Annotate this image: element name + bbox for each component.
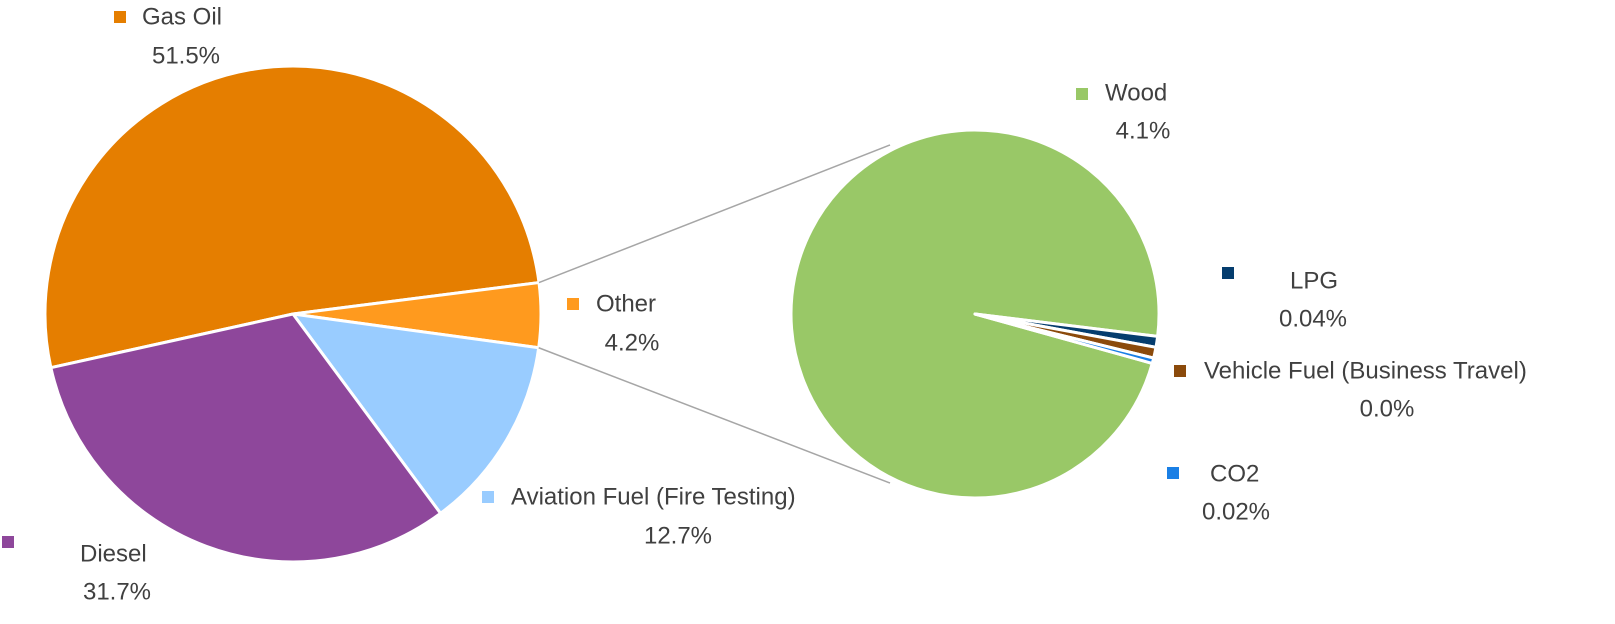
connector-line — [538, 144, 891, 284]
legend-marker — [1167, 467, 1179, 479]
pie-slice — [49, 312, 443, 564]
legend-marker — [1076, 88, 1088, 100]
legend-marker — [1174, 365, 1186, 377]
legend-marker — [114, 11, 126, 23]
category-label: Diesel — [80, 540, 147, 567]
legend-marker — [1222, 267, 1234, 279]
value-label: 12.7% — [644, 522, 712, 549]
legend-marker — [567, 298, 579, 310]
pie-slice — [973, 312, 1156, 365]
connector-line — [538, 347, 891, 484]
value-label: 31.7% — [83, 578, 151, 605]
legend-marker — [2, 536, 14, 548]
value-label: 4.1% — [1116, 117, 1171, 144]
category-label: Other — [596, 290, 656, 317]
value-label: 0.0% — [1360, 395, 1415, 422]
value-label: 51.5% — [152, 42, 220, 69]
pie-slice — [43, 64, 541, 370]
category-label: Aviation Fuel (Fire Testing) — [511, 483, 796, 510]
category-label: Vehicle Fuel (Business Travel) — [1204, 357, 1527, 384]
category-label: CO2 — [1210, 460, 1259, 487]
value-label: 4.2% — [605, 329, 660, 356]
legend-marker — [482, 491, 494, 503]
category-label: LPG — [1290, 267, 1338, 294]
value-label: 0.04% — [1279, 305, 1347, 332]
category-label: Wood — [1105, 79, 1167, 106]
value-label: 0.02% — [1202, 498, 1270, 525]
pie-slice — [291, 312, 541, 515]
category-label: Gas Oil — [142, 3, 222, 30]
